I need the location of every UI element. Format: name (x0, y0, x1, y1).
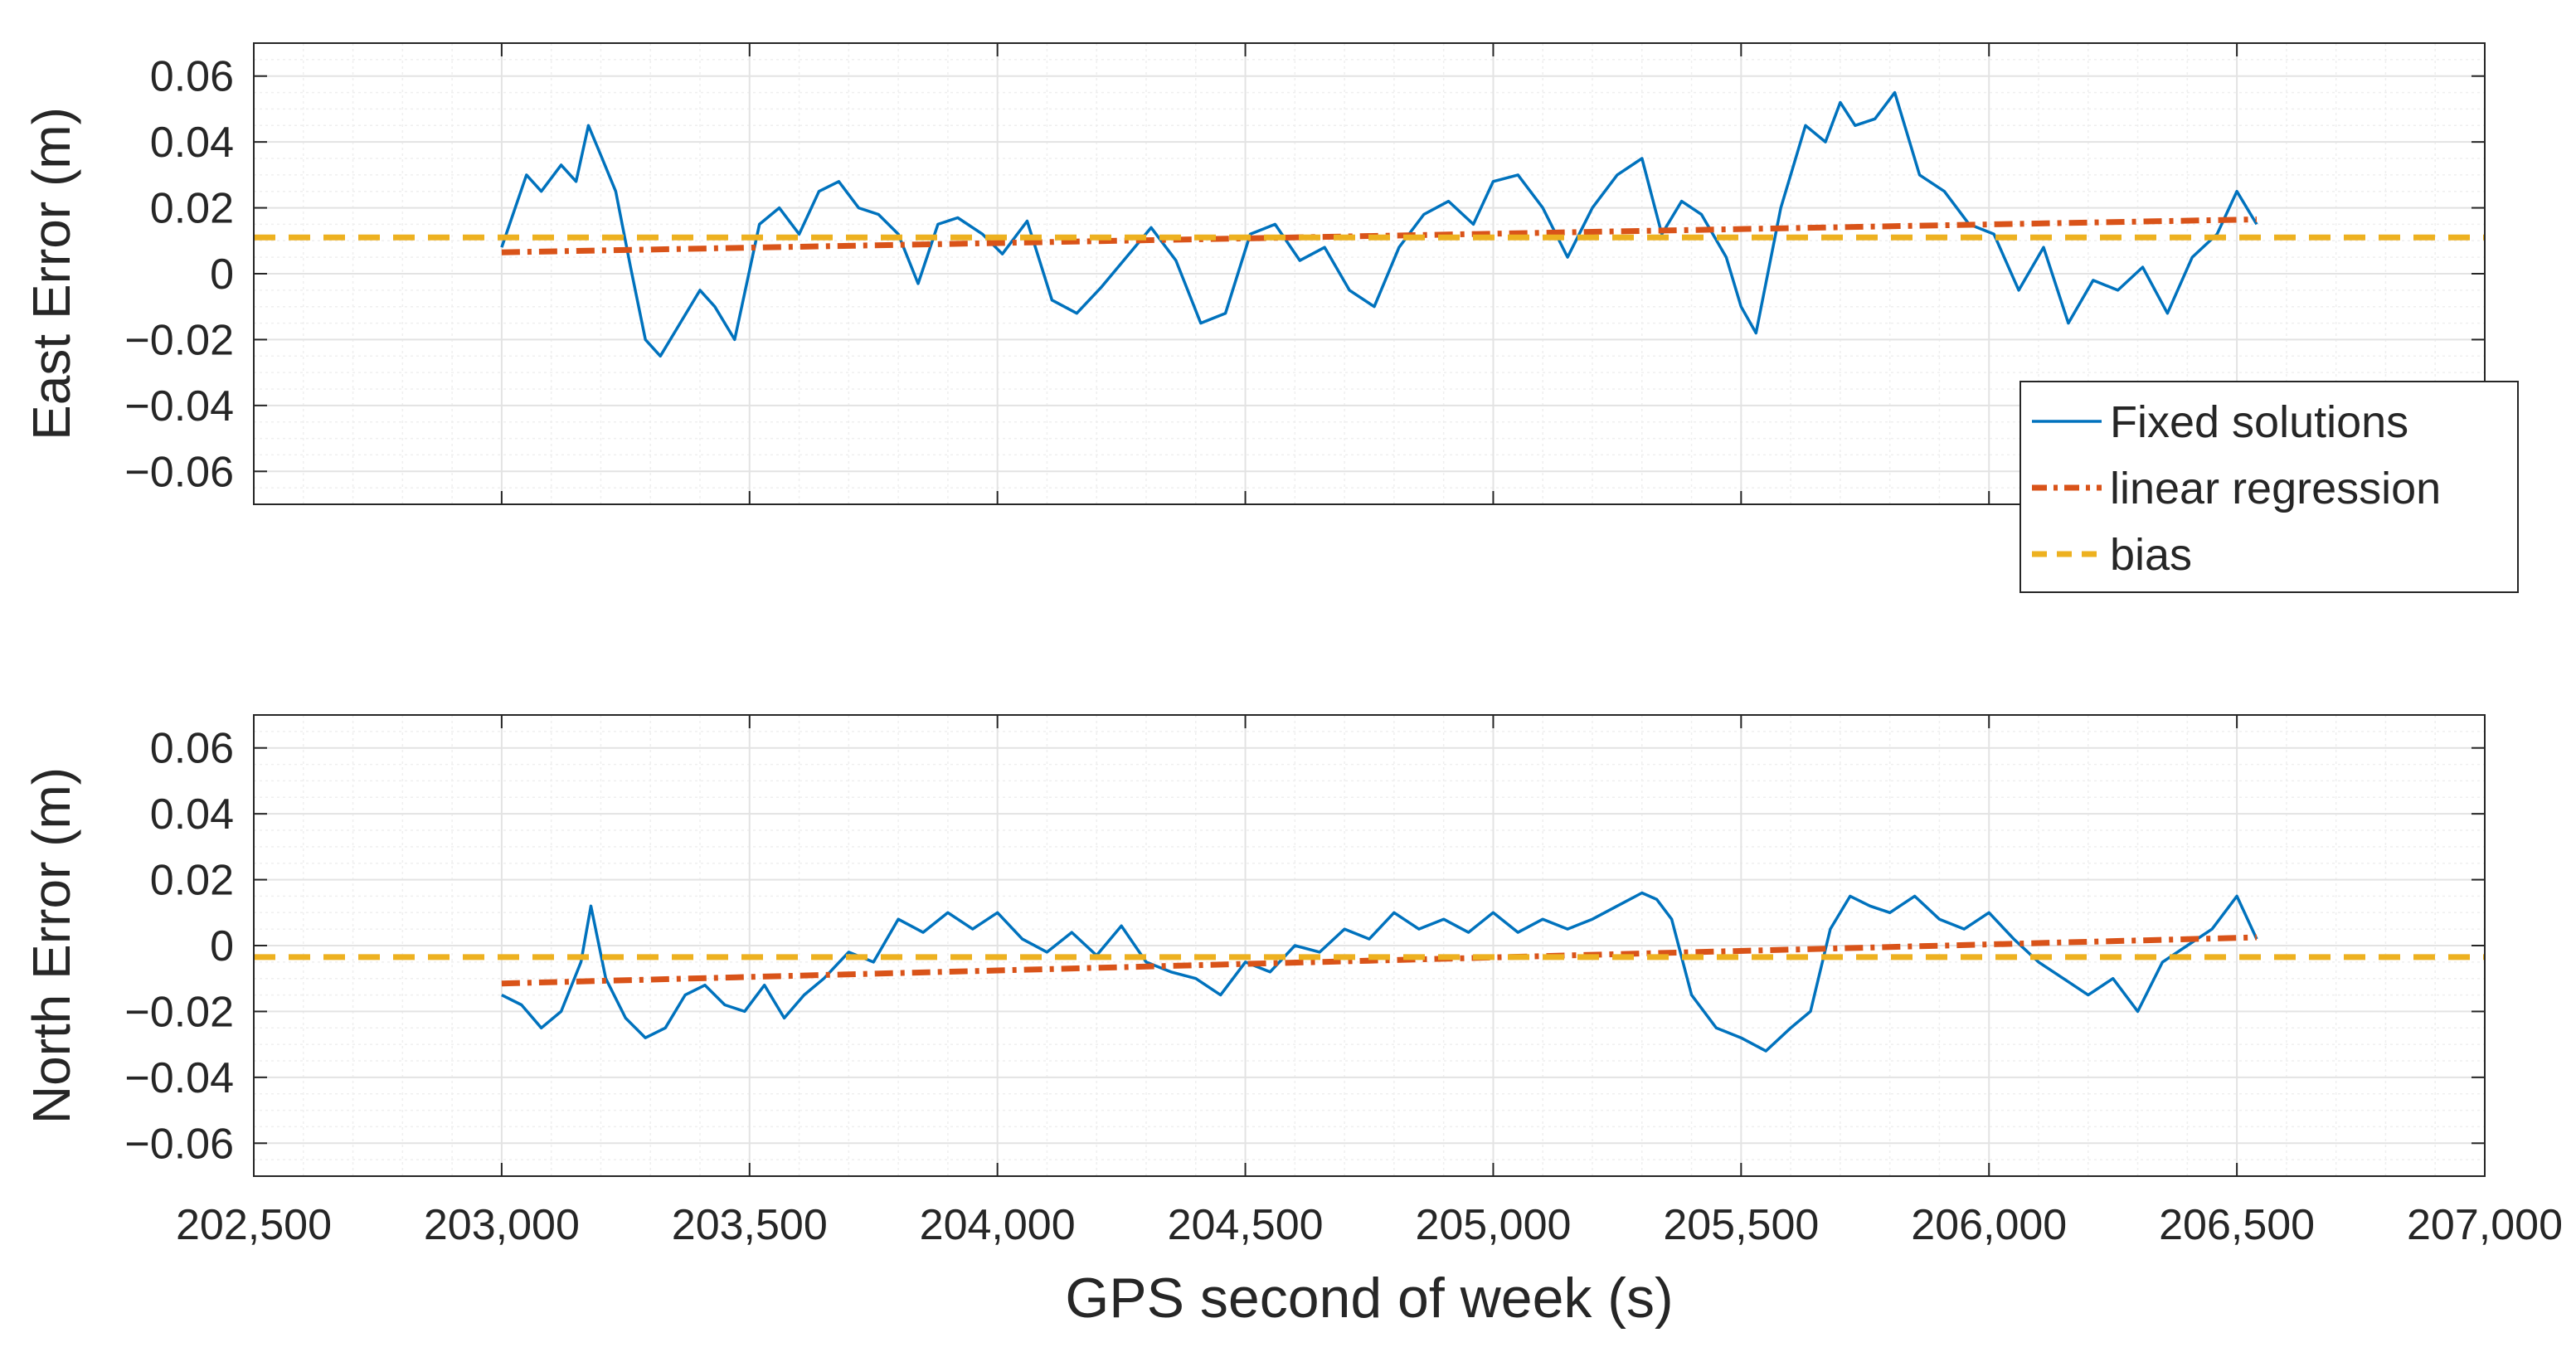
legend-label: linear regression (2110, 464, 2441, 513)
legend-label: Fixed solutions (2110, 397, 2408, 447)
y-tick-label: 0 (210, 922, 234, 970)
y-tick-label: 0.02 (150, 185, 234, 233)
x-tick-label: 204,500 (1168, 1201, 1324, 1249)
legend: Fixed solutions linear regression bias (2019, 381, 2519, 593)
linear-regression-line (501, 216, 2258, 255)
y-tick-label: 0.04 (150, 119, 234, 167)
fixed-solutions-line (500, 90, 2258, 358)
series-group (254, 90, 2485, 358)
x-tick-label: 205,500 (1663, 1201, 1819, 1249)
series-group (254, 891, 2485, 1053)
legend-label: bias (2110, 530, 2192, 580)
linear-regression-line (501, 934, 2258, 987)
y-tick-label: −0.06 (124, 1120, 234, 1168)
x-tick-label: 205,000 (1415, 1201, 1571, 1249)
x-tick-label: 206,500 (2159, 1201, 2315, 1249)
x-tick-label: 206,000 (1911, 1201, 2067, 1249)
y-tick-label: −0.02 (124, 988, 234, 1036)
x-axis-label: GPS second of week (s) (1065, 1267, 1673, 1330)
y-tick-label: −0.04 (124, 382, 234, 430)
x-tick-label: 204,000 (920, 1201, 1076, 1249)
y-tick-label: −0.06 (124, 448, 234, 496)
y-tick-label: −0.02 (124, 316, 234, 364)
x-tick-label: 202,500 (176, 1201, 332, 1249)
x-tick-label: 207,000 (2407, 1201, 2563, 1249)
y-axis-label: North Error (m) (22, 767, 81, 1124)
legend-box (2019, 381, 2519, 593)
x-tick-label: 203,000 (424, 1201, 580, 1249)
x-tick-label: 203,500 (672, 1201, 828, 1249)
y-tick-label: 0.06 (150, 53, 234, 101)
y-tick-label: 0.02 (150, 857, 234, 905)
fixed-solutions-line (501, 891, 2258, 1053)
y-tick-label: −0.04 (124, 1054, 234, 1102)
y-tick-label: 0.06 (150, 725, 234, 773)
y-axis-label: East Error (m) (22, 107, 81, 440)
y-tick-label: 0 (210, 250, 234, 299)
panel-north: −0.06 −0.04 −0.02 0 0.02 0.04 0.06 North Error … (22, 714, 2486, 1177)
y-tick-label: 0.04 (150, 790, 234, 839)
